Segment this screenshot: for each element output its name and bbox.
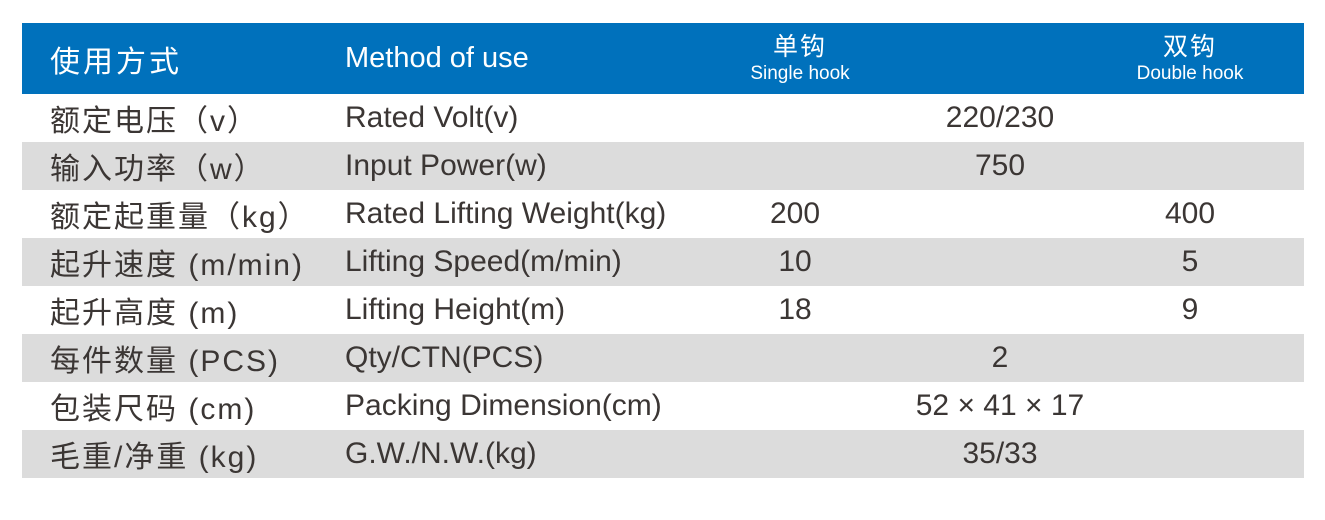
header-double-hook-en: Double hook bbox=[1136, 63, 1244, 84]
header-single-hook-zh: 单钩 bbox=[772, 33, 827, 61]
table-row-lifting-height: 起升高度 (m) Lifting Height(m) 18 9 bbox=[22, 286, 1304, 334]
header-usage-zh: 使用方式 bbox=[50, 45, 182, 79]
table-row-input-power: 输入功率（w） Input Power(w) 750 bbox=[22, 142, 1304, 190]
row-label-en: Input Power(w) bbox=[345, 149, 547, 182]
row-value-single-hook: 18 bbox=[778, 293, 812, 326]
row-value-single-hook: 200 bbox=[769, 197, 821, 230]
row-label-zh: 输入功率（w） bbox=[50, 153, 266, 186]
row-label-zh: 起升速度 (m/min) bbox=[50, 249, 304, 282]
table-row-packing-dimension: 包装尺码 (cm) Packing Dimension(cm) 52 × 41 … bbox=[22, 382, 1304, 430]
row-label-zh: 起升高度 (m) bbox=[50, 297, 240, 330]
row-label-zh: 额定起重量（kg） bbox=[50, 201, 310, 234]
row-value-double-hook: 9 bbox=[1181, 293, 1199, 326]
row-label-zh: 每件数量 (PCS) bbox=[50, 345, 280, 378]
row-value-merged: 52 × 41 × 17 bbox=[915, 389, 1085, 422]
header-single-hook: 单钩 Single hook bbox=[660, 23, 930, 94]
row-value-double-hook: 5 bbox=[1181, 245, 1199, 278]
table-row-qty-per-carton: 每件数量 (PCS) Qty/CTN(PCS) 2 bbox=[22, 334, 1304, 382]
table-row-gross-net-weight: 毛重/净重 (kg) G.W./N.W.(kg) 35/33 bbox=[22, 430, 1304, 478]
table-header-row: 使用方式 Method of use 单钩 Single hook 双钩 Dou… bbox=[22, 23, 1304, 94]
row-value-merged: 2 bbox=[991, 341, 1009, 374]
table-row-lifting-speed: 起升速度 (m/min) Lifting Speed(m/min) 10 5 bbox=[22, 238, 1304, 286]
table-row-rated-volt: 额定电压（v） Rated Volt(v) 220/230 bbox=[22, 94, 1304, 142]
row-label-zh: 额定电压（v） bbox=[50, 105, 259, 138]
row-label-en: Lifting Height(m) bbox=[345, 293, 566, 326]
row-value-merged: 35/33 bbox=[962, 437, 1038, 470]
header-single-hook-en: Single hook bbox=[750, 63, 850, 84]
row-label-en: Rated Volt(v) bbox=[345, 101, 519, 134]
row-label-en: Packing Dimension(cm) bbox=[345, 389, 662, 422]
row-label-en: Rated Lifting Weight(kg) bbox=[345, 197, 667, 230]
row-value-double-hook: 400 bbox=[1164, 197, 1216, 230]
table-row-rated-lifting-weight: 额定起重量（kg） Rated Lifting Weight(kg) 200 4… bbox=[22, 190, 1304, 238]
header-double-hook: 双钩 Double hook bbox=[930, 23, 1304, 94]
row-label-zh: 毛重/净重 (kg) bbox=[50, 441, 259, 474]
header-double-hook-zh: 双钩 bbox=[1162, 33, 1217, 61]
header-usage-en: Method of use bbox=[345, 42, 529, 74]
row-value-merged: 220/230 bbox=[945, 101, 1055, 134]
row-label-en: Qty/CTN(PCS) bbox=[345, 341, 544, 374]
row-value-merged: 750 bbox=[974, 149, 1026, 182]
row-label-en: Lifting Speed(m/min) bbox=[345, 245, 622, 278]
spec-table: 使用方式 Method of use 单钩 Single hook 双钩 Dou… bbox=[22, 23, 1304, 478]
row-label-en: G.W./N.W.(kg) bbox=[345, 437, 537, 470]
row-label-zh: 包装尺码 (cm) bbox=[50, 393, 257, 426]
row-value-single-hook: 10 bbox=[778, 245, 812, 278]
